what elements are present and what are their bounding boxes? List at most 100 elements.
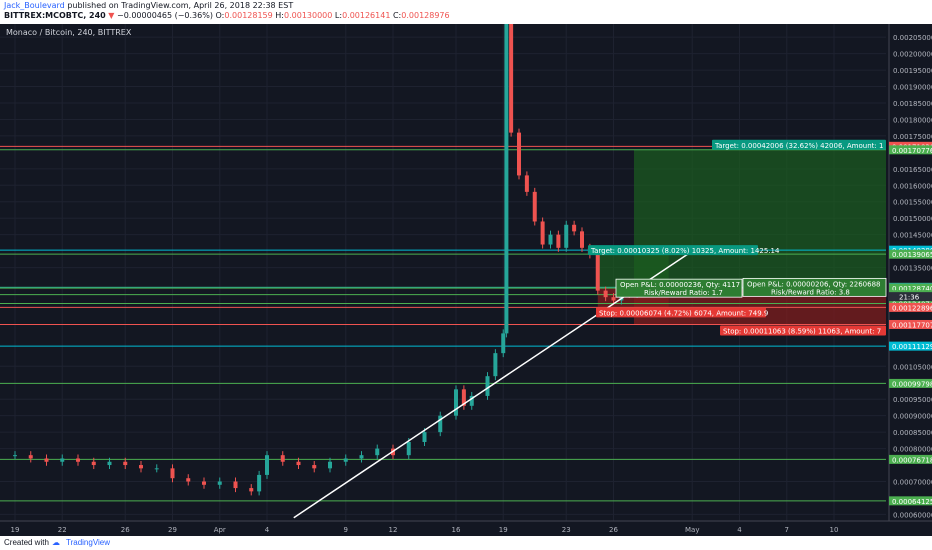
pnl-box-2 (742, 277, 887, 297)
candle (257, 474, 262, 492)
x-tick-label: 12 (389, 526, 398, 534)
y-tick-label: 0.00195000 (893, 67, 932, 75)
change-value: −0.00000465 (−0.36%) (117, 11, 213, 20)
candle (532, 191, 537, 222)
candle-time-badge (889, 292, 932, 302)
y-tick-label: 0.00060000 (893, 511, 932, 519)
x-tick-label: 29 (168, 526, 177, 534)
stop-label-1-box (596, 307, 766, 318)
price-badge (889, 283, 932, 293)
low-value: 0.00126141 (342, 11, 391, 20)
tradingview-brand[interactable]: TradingView (66, 538, 111, 547)
x-tick-label: 4 (265, 526, 270, 534)
price-badge (889, 454, 932, 464)
candle (517, 132, 521, 176)
publish-line: Jack_Boulevard published on TradingView.… (4, 1, 293, 10)
candle (501, 333, 506, 354)
candle (186, 478, 191, 482)
x-tick-label: Apr (214, 526, 226, 534)
down-arrow-icon: ▼ (108, 11, 115, 20)
chart-area[interactable]: 0.00205000 0.00200000 0.00195000 0.00190000… (0, 20, 932, 536)
price-badge (889, 302, 932, 312)
y-tick-label: 0.00200000 (893, 51, 932, 59)
candle (438, 415, 443, 433)
candle (249, 488, 254, 492)
x-tick-label: 10 (830, 526, 839, 534)
candle (461, 389, 466, 406)
rr-label-2: Risk/Reward Ratio: 3.8 (771, 288, 850, 296)
price-badge-label: 0.00064125 (892, 498, 932, 506)
y-tick-label: 0.00085000 (893, 429, 932, 437)
candle (485, 376, 490, 396)
y-tick-label: 0.00080000 (893, 446, 932, 454)
candle (312, 465, 317, 469)
x-tick-label: 26 (121, 526, 130, 534)
y-tick-label: 0.00175000 (893, 133, 932, 141)
y-tick-label: 0.00135000 (893, 265, 932, 273)
target-zone-2 (633, 149, 886, 288)
x-tick-label: May (685, 526, 699, 534)
y-tick-label: 0.00205000 (893, 34, 932, 42)
x-tick-label: 19 (11, 526, 20, 534)
y-tick-label: 0.00070000 (893, 479, 932, 487)
candle (343, 458, 348, 462)
candle (76, 458, 80, 462)
candle (202, 481, 206, 485)
close-value: 0.00128976 (401, 11, 450, 20)
candle (595, 254, 600, 291)
y-tick-label: 0.00180000 (893, 116, 932, 124)
y-tick-label: 0.00165000 (893, 166, 932, 174)
symbol-label: BITTREX:MCOBTC, 240 (4, 11, 106, 20)
open-pnl-label-1: Open P&L: 0.00000236, Qty: 4117 (620, 281, 740, 289)
candle (296, 461, 301, 466)
price-badge (889, 145, 932, 155)
candle-time-label: 21:36 (899, 294, 920, 302)
target-label-2: Target: 0.00042006 (32.62%) 42006, Amoun… (714, 142, 883, 150)
price-badge (889, 319, 932, 329)
ohlc-line: BITTREX:MCOBTC, 240 ▼ −0.00000465 (−0.36… (4, 11, 450, 20)
x-tick-label: 22 (58, 526, 67, 534)
candle (28, 455, 33, 459)
y-tick-label: 0.00105000 (893, 363, 932, 371)
x-tick-label: 19 (499, 526, 508, 534)
candle (375, 448, 380, 456)
candle (469, 395, 474, 406)
candle (548, 234, 553, 245)
tradingview-cloud-icon: ☁ (52, 538, 60, 547)
target-label-1-box (588, 245, 758, 256)
target-label-2-box (712, 139, 886, 150)
price-chart[interactable]: 0.00205000 0.00200000 0.00195000 0.00190000… (0, 20, 932, 536)
candle (123, 461, 128, 466)
y-tick-label: 0.00155000 (893, 199, 932, 207)
price-badge-label: 0.00122896 (892, 304, 932, 312)
candle (91, 461, 96, 466)
candle (454, 389, 458, 416)
author-link[interactable]: Jack_Boulevard (4, 1, 65, 10)
candle (580, 231, 584, 248)
price-badge-label: 0.00139065 (892, 251, 932, 259)
open-label: O: (215, 11, 225, 20)
price-badge-label: 0.00111129 (892, 343, 932, 351)
candle (572, 224, 577, 232)
candle (504, 24, 509, 334)
candle (406, 442, 411, 456)
footer-bar: Created with ☁ TradingView (0, 536, 932, 550)
x-tick-label: 23 (562, 526, 571, 534)
candle (524, 175, 529, 192)
stop-label-2: Stop: 0.00011063 (8.59%) 11063, Amount: … (723, 327, 881, 335)
high-value: 0.00130000 (284, 11, 333, 20)
candle (556, 234, 561, 248)
price-badge-label: 0.00099798 (892, 380, 932, 388)
stop-label-1: Stop: 0.00006074 (4.72%) 6074, Amount: 7… (599, 309, 768, 317)
pnl-box-1 (615, 278, 743, 298)
price-badge (889, 341, 932, 351)
candle (139, 465, 143, 469)
y-tick-label: 0.00185000 (893, 100, 932, 108)
candle (233, 481, 238, 489)
high-label: H: (275, 11, 284, 20)
y-tick-label: 0.00150000 (893, 215, 932, 223)
created-with-text: Created with (4, 538, 49, 547)
chart-title: Monaco / Bitcoin, 240, BITTREX (6, 28, 132, 37)
header-bar: Jack_Boulevard published on TradingView.… (0, 0, 932, 24)
candle (422, 432, 427, 443)
